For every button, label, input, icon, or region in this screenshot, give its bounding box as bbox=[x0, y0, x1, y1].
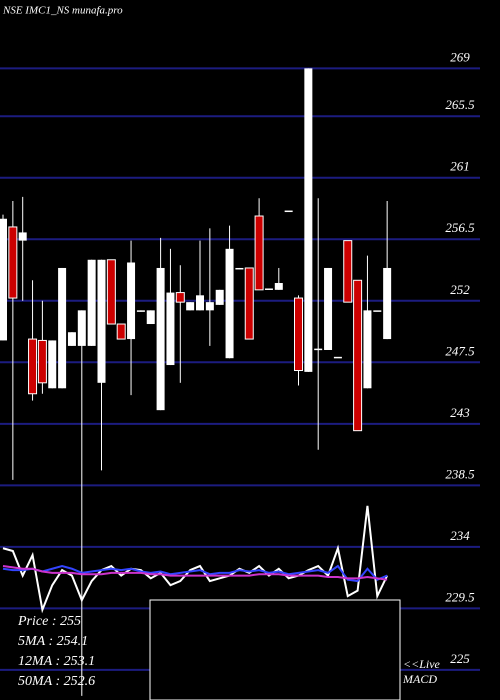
candle-body bbox=[235, 267, 244, 270]
candle-body bbox=[166, 292, 175, 366]
candle-body bbox=[77, 310, 86, 346]
candle-body bbox=[136, 310, 145, 312]
candle-body bbox=[225, 248, 234, 359]
indicator-line bbox=[2, 565, 388, 581]
candle-body bbox=[186, 302, 195, 311]
candle-body bbox=[244, 267, 254, 340]
candle-body bbox=[156, 267, 165, 411]
candle-body bbox=[363, 310, 372, 389]
candle-body bbox=[116, 323, 126, 340]
candle-body bbox=[58, 267, 67, 389]
y-tick-label: 229.5 bbox=[445, 589, 475, 604]
candle-body bbox=[333, 356, 342, 359]
candle-body bbox=[196, 295, 204, 311]
candle-body bbox=[37, 339, 47, 384]
candle-body bbox=[314, 348, 323, 351]
candle-body bbox=[97, 259, 106, 383]
candle-body bbox=[127, 262, 136, 340]
candle-body bbox=[215, 289, 224, 305]
y-tick-label: 256.5 bbox=[445, 220, 475, 235]
candle-body bbox=[294, 297, 303, 372]
candle-body bbox=[205, 302, 214, 311]
candle-body bbox=[0, 218, 7, 341]
candle-body bbox=[264, 288, 273, 290]
indicator-line bbox=[2, 564, 388, 583]
candle-body bbox=[353, 279, 363, 432]
indicator-line bbox=[2, 505, 389, 614]
candle-body bbox=[18, 232, 27, 241]
candle-body bbox=[175, 292, 185, 303]
candle-body bbox=[28, 338, 38, 395]
info-line: 12MA : 253.1 bbox=[18, 654, 95, 669]
candle-body bbox=[48, 340, 57, 389]
info-line: 5MA : 254.1 bbox=[18, 634, 88, 649]
candle-body bbox=[284, 210, 293, 213]
candle-body bbox=[343, 240, 353, 303]
y-tick-label: 243 bbox=[450, 405, 470, 420]
y-tick-label: 247.5 bbox=[445, 343, 475, 358]
candle-body bbox=[324, 267, 333, 350]
candle-body bbox=[304, 68, 313, 372]
macd-inset bbox=[149, 599, 401, 700]
y-tick-label: 238.5 bbox=[445, 466, 475, 481]
y-tick-label: 265.5 bbox=[445, 97, 475, 112]
inset-label: MACD bbox=[402, 672, 437, 686]
candle-body bbox=[87, 259, 96, 346]
y-tick-label: 225 bbox=[450, 651, 470, 666]
candle-body bbox=[67, 332, 76, 346]
chart-title: NSE IMC1_NS munafa.pro bbox=[2, 5, 123, 17]
candle-body bbox=[254, 215, 264, 291]
candle-body bbox=[146, 310, 155, 325]
info-line: 50MA : 252.6 bbox=[18, 674, 95, 689]
y-tick-label: 269 bbox=[450, 49, 470, 64]
candle-body bbox=[383, 267, 392, 340]
candle-body bbox=[106, 259, 116, 325]
candle-body bbox=[8, 226, 18, 299]
y-tick-label: 261 bbox=[450, 159, 470, 174]
info-line: Price : 255 bbox=[17, 614, 81, 629]
candle-body bbox=[373, 310, 382, 312]
candle-body bbox=[274, 283, 283, 290]
inset-label: <<Live bbox=[403, 657, 441, 671]
y-tick-label: 252 bbox=[450, 282, 470, 297]
y-tick-label: 234 bbox=[450, 528, 470, 543]
